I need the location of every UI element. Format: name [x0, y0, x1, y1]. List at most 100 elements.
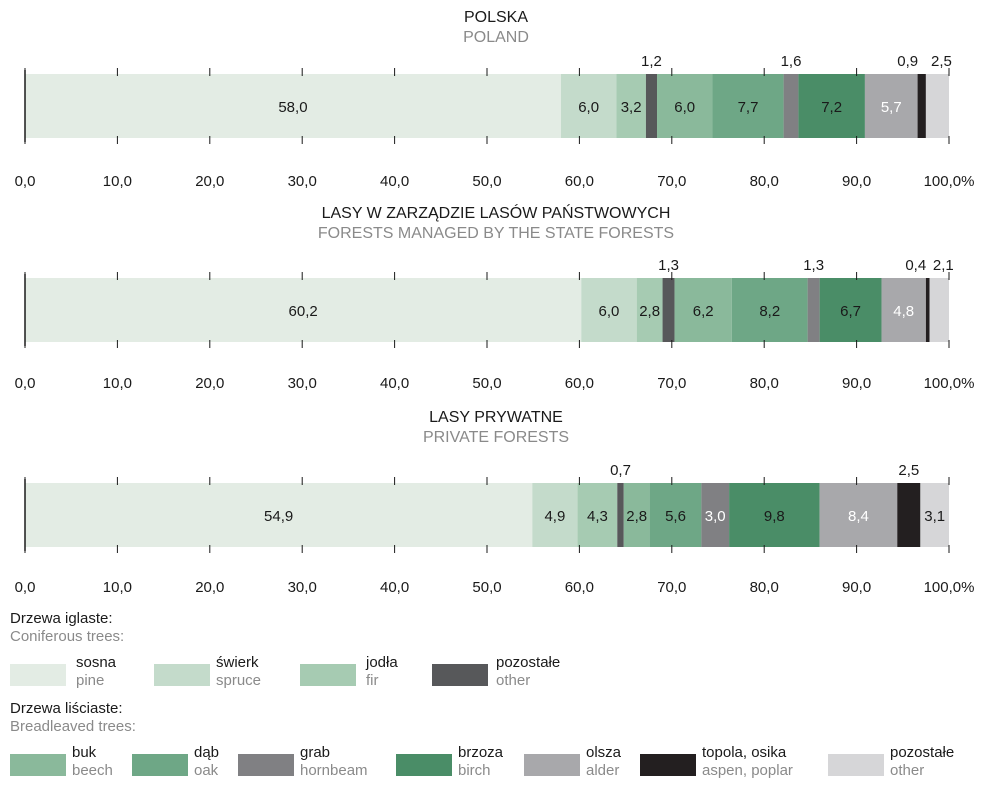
data-label: 58,0 — [278, 99, 307, 116]
data-label: 6,7 — [840, 303, 861, 320]
legend-item-pozostale_iglaste: pozostałe other — [432, 654, 582, 694]
tick-label: 90,0 — [842, 173, 871, 190]
legend-label-pl: brzoza — [458, 744, 504, 761]
legend-swatch — [432, 664, 488, 686]
bar-segment — [712, 74, 784, 138]
tick-label: 100,0% — [924, 579, 975, 596]
legend-heading-pl: Drzewa liściaste: — [10, 700, 123, 717]
bar-segment — [783, 74, 799, 138]
data-label: 54,9 — [264, 508, 293, 525]
chart-subtitle: FORESTS MANAGED BY THE STATE FORESTS — [318, 225, 674, 242]
bar-segment — [662, 278, 675, 342]
legend-item-jodla: jodła fir — [300, 654, 420, 694]
tick-label: 20,0 — [195, 375, 224, 392]
data-label: 5,7 — [881, 99, 902, 116]
legend-label-en: other — [496, 672, 531, 689]
chart-panel: LASY PRYWATNE PRIVATE FORESTS 54,9 4,9 4,3 0,… — [15, 409, 975, 596]
legend-label-pl: topola, osika — [702, 744, 787, 761]
data-label: 1,3 — [658, 257, 679, 274]
legend-swatch — [524, 754, 580, 776]
bar-segment — [649, 483, 702, 547]
bar-segment — [798, 74, 865, 138]
bar-segment — [917, 74, 926, 138]
legend-swatch — [640, 754, 696, 776]
legend-label: pozostałe other — [496, 654, 560, 690]
bar-segment — [25, 278, 582, 342]
legend-item-grab: grab hornbeam — [238, 744, 388, 784]
chart-title: LASY PRYWATNE — [429, 409, 563, 426]
legend-item-dab: dąb oak — [132, 744, 242, 784]
legend-label-en: beech — [72, 762, 113, 779]
legend-item-brzoza: brzoza birch — [396, 744, 521, 784]
legend-swatch — [10, 664, 66, 686]
tick-label: 70,0 — [657, 173, 686, 190]
tick-label: 20,0 — [195, 173, 224, 190]
legend-label-en: pine — [76, 672, 105, 689]
tick-label: 60,0 — [565, 173, 594, 190]
stacked-bar-charts: POLSKA POLAND 58,0 6,0 3,2 1,2 6,0 7,7 1,6 7,2 5,7… — [15, 9, 975, 596]
chart-title: POLSKA — [464, 9, 528, 26]
legend-item-swierk: świerk spruce — [154, 654, 294, 694]
legend-label-pl: sosna — [76, 654, 117, 671]
tick-label: 90,0 — [842, 375, 871, 392]
tick-label: 50,0 — [472, 579, 501, 596]
tick-label: 40,0 — [380, 375, 409, 392]
data-label: 60,2 — [289, 303, 318, 320]
data-label: 1,3 — [803, 257, 824, 274]
legend-label: brzoza birch — [458, 744, 503, 780]
data-label: 0,9 — [897, 53, 918, 70]
tick-label: 10,0 — [103, 173, 132, 190]
data-label: 6,0 — [578, 99, 599, 116]
bar-segment — [617, 483, 624, 547]
tick-label: 50,0 — [472, 173, 501, 190]
tick-label: 0,0 — [15, 375, 36, 392]
legend-label-en: aspen, poplar — [702, 762, 793, 779]
bar-segment — [819, 278, 882, 342]
data-label: 6,2 — [693, 303, 714, 320]
tick-label: 0,0 — [15, 579, 36, 596]
tick-label: 80,0 — [750, 375, 779, 392]
chart-panel: POLSKA POLAND 58,0 6,0 3,2 1,2 6,0 7,7 1,6 7,2 5,7… — [15, 9, 975, 190]
legend-label-pl: pozostałe — [890, 744, 955, 761]
legend-label-en: oak — [194, 762, 219, 779]
data-label: 0,4 — [905, 257, 926, 274]
bar-segment — [623, 483, 650, 547]
tick-label: 50,0 — [472, 375, 501, 392]
bar-segment — [925, 278, 930, 342]
bar-segment — [807, 278, 820, 342]
tick-label: 80,0 — [750, 579, 779, 596]
bar-segment — [819, 483, 898, 547]
legend-swatch — [828, 754, 884, 776]
tick-label: 20,0 — [195, 579, 224, 596]
bar-segment — [636, 278, 663, 342]
data-label: 7,2 — [821, 99, 842, 116]
tick-label: 40,0 — [380, 173, 409, 190]
tick-label: 60,0 — [565, 375, 594, 392]
data-label: 3,1 — [924, 508, 945, 525]
data-label: 6,0 — [674, 99, 695, 116]
bar-segment — [532, 483, 578, 547]
legend-label-en: hornbeam — [300, 762, 368, 779]
tick-label: 0,0 — [15, 173, 36, 190]
legend-item-sosna: sosna pine — [10, 654, 150, 694]
data-label: 4,9 — [544, 508, 565, 525]
legend-label-en: alder — [586, 762, 620, 779]
bar-segment — [920, 483, 949, 547]
tick-label: 40,0 — [380, 579, 409, 596]
bar-segment — [25, 483, 533, 547]
legend-label: topola, osika aspen, poplar — [702, 744, 793, 780]
bar-segment — [729, 483, 820, 547]
tick-label: 100,0% — [924, 375, 975, 392]
legend-heading-pl: Drzewa iglaste: — [10, 610, 113, 627]
legend-item-olsza: olsza alder — [524, 744, 639, 784]
bar-segment — [645, 74, 658, 138]
legend-label-en: other — [890, 762, 925, 779]
data-label: 2,8 — [639, 303, 660, 320]
legend-label: świerk spruce — [216, 654, 261, 690]
legend-label-pl: buk — [72, 744, 97, 761]
data-label: 0,7 — [610, 462, 631, 479]
data-label: 1,2 — [641, 53, 662, 70]
legend-broadleaved-heading: Drzewa liściaste: Breadleaved trees: — [10, 700, 985, 736]
tick-label: 70,0 — [657, 579, 686, 596]
bar-segment — [731, 278, 808, 342]
